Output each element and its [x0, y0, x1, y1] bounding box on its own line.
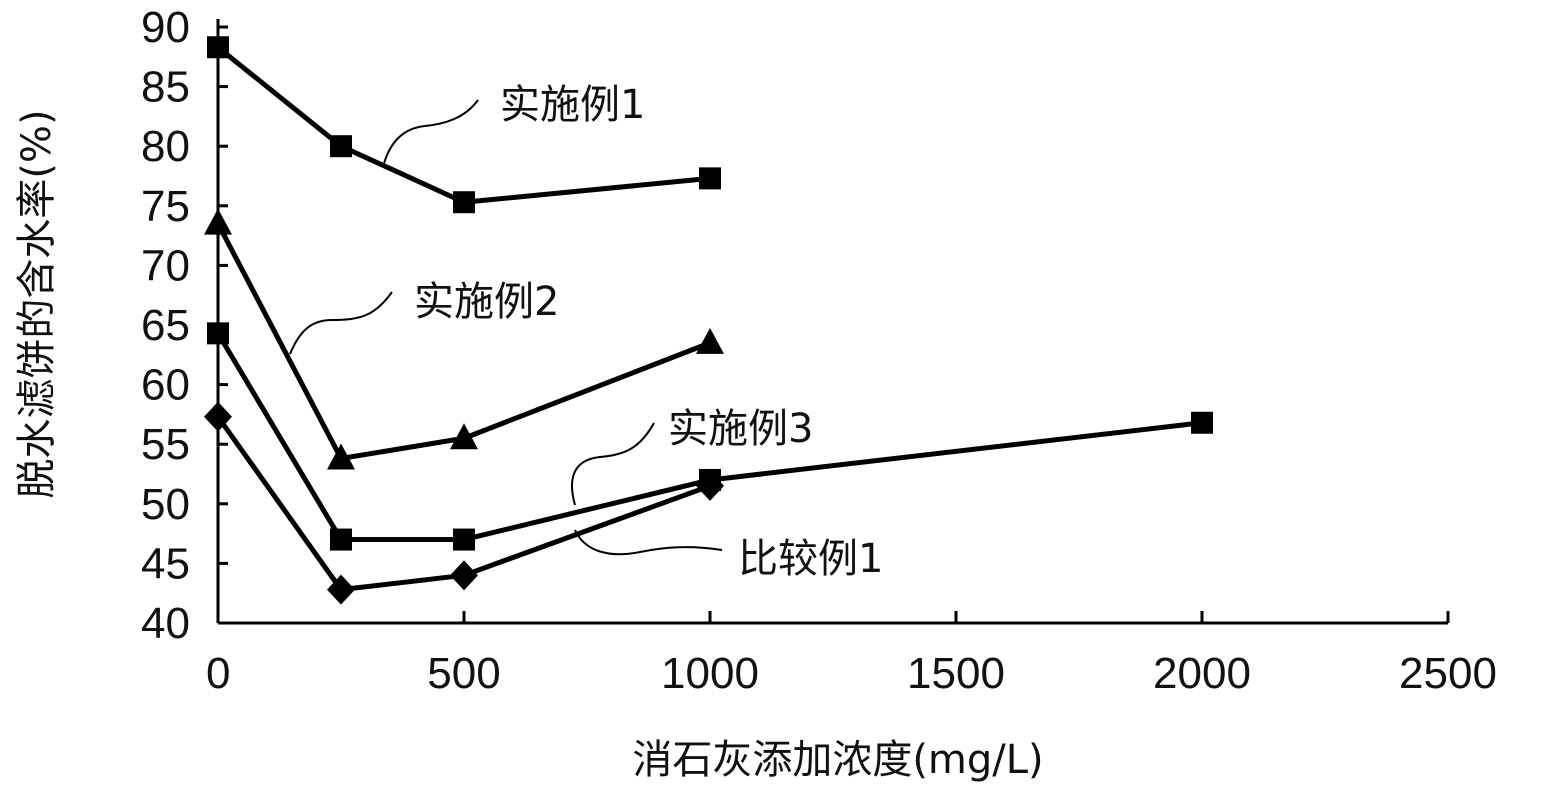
- y-tick-label: 65: [141, 301, 190, 350]
- series-line: [215, 415, 711, 593]
- data-point-triangle: [327, 443, 355, 470]
- y-tick-label: 45: [141, 539, 190, 588]
- x-tick-label: 2500: [1399, 649, 1497, 698]
- data-point-triangle: [450, 423, 478, 450]
- y-tick-label: 40: [141, 599, 190, 648]
- y-tick-label: 70: [141, 241, 190, 290]
- data-point-diamond: [450, 560, 478, 591]
- series-labels: 实施例1 实施例2 实施例3 比较例1: [414, 82, 883, 582]
- y-tick-label: 85: [141, 63, 190, 112]
- series-line: [216, 45, 711, 205]
- series-line: [215, 222, 711, 462]
- data-point-square: [1191, 411, 1213, 434]
- callout-line: [574, 529, 723, 556]
- y-tick-label: 55: [141, 420, 190, 469]
- tick-labels: 40 45 50 55 60 65 70 75 80 85 90 0 500 1000 1500 2000 25…: [141, 3, 1497, 698]
- y-tick-label: 75: [141, 182, 190, 231]
- axes: [216, 19, 1450, 625]
- series-1: [207, 36, 721, 214]
- x-tick-label: 0: [206, 649, 230, 698]
- data-point-diamond: [204, 401, 232, 432]
- y-tick-label: 60: [141, 361, 190, 410]
- data-point-square: [453, 191, 475, 214]
- data-point-square: [453, 528, 475, 551]
- x-tick-label: 500: [427, 649, 500, 698]
- data-point-triangle: [204, 208, 232, 235]
- callout-line: [382, 99, 479, 168]
- data-point-diamond: [327, 574, 355, 605]
- data-point-square: [330, 135, 352, 158]
- series-label: 实施例2: [414, 279, 559, 325]
- data-point-diamond: [696, 470, 724, 501]
- y-axis-title: 脱水滤饼的含水率(%): [14, 109, 60, 498]
- callout-line: [571, 422, 655, 506]
- data-point-square: [207, 322, 229, 345]
- data-point-triangle: [696, 327, 724, 354]
- series-2: [204, 208, 724, 470]
- data-point-square: [699, 167, 721, 190]
- callout-line: [289, 291, 393, 355]
- series-callouts: [289, 99, 723, 556]
- data-point-square: [330, 528, 352, 551]
- series-label: 比较例1: [738, 536, 883, 582]
- x-axis-title: 消石灰添加浓度(mg/L): [632, 737, 1043, 783]
- y-tick-label: 90: [141, 3, 190, 52]
- x-tick-label: 1000: [661, 649, 759, 698]
- y-tick-label: 80: [141, 122, 190, 171]
- y-tick-label: 50: [141, 480, 190, 529]
- x-tick-label: 2000: [1153, 649, 1251, 698]
- data-point-square: [207, 36, 229, 59]
- series-label: 实施例1: [500, 82, 645, 128]
- data-series: [204, 36, 1213, 605]
- series-4: [204, 401, 724, 605]
- series-label: 实施例3: [668, 406, 813, 452]
- x-tick-label: 1500: [907, 649, 1005, 698]
